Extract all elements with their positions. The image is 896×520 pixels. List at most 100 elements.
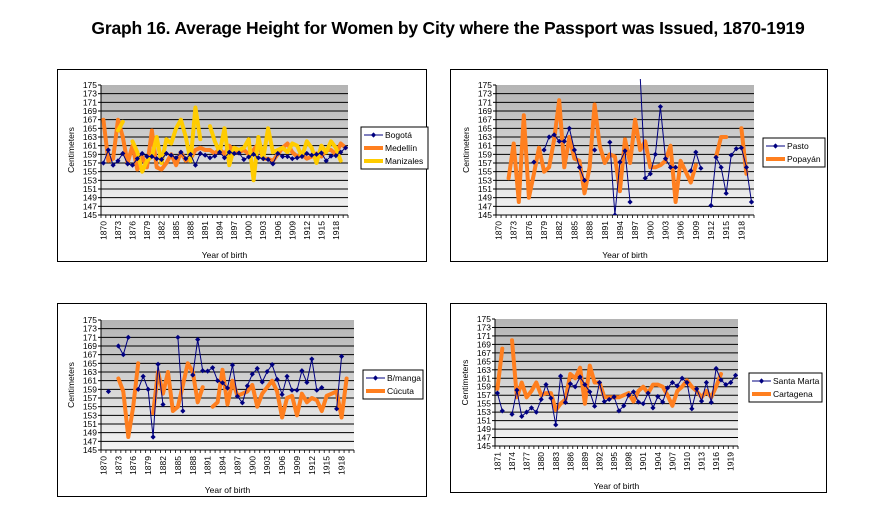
x-tick-label: 1882 [158, 456, 168, 475]
legend-label-santa-marta: Santa Marta [773, 376, 820, 386]
x-tick-label: 1909 [691, 221, 701, 240]
y-tick-label: 159 [83, 149, 97, 159]
data-point [728, 379, 734, 386]
data-point [338, 149, 344, 155]
data-point [546, 134, 552, 140]
series-line-popay-n [506, 98, 698, 204]
data-point [592, 147, 598, 153]
y-tick-label: 161 [83, 141, 97, 151]
x-tick-label: 1885 [569, 221, 579, 240]
y-tick-label: 155 [83, 167, 97, 177]
y-tick-label: 145 [83, 210, 97, 220]
data-point [627, 199, 633, 205]
y-tick-label: 169 [83, 341, 97, 351]
data-point [576, 164, 583, 170]
x-tick-label: 1889 [580, 452, 590, 471]
data-point [667, 164, 674, 170]
y-tick-label: 159 [83, 384, 97, 394]
y-tick-label: 149 [83, 193, 97, 203]
y-tick-label: 173 [83, 324, 97, 334]
plot-area [101, 320, 354, 450]
data-point [139, 150, 145, 157]
data-point [523, 409, 530, 415]
x-tick-label: 1906 [273, 221, 283, 240]
chart-svg-1: 1451471491511531551571591611631651671691… [461, 79, 826, 260]
x-tick-label: 1906 [676, 221, 686, 240]
data-point [129, 162, 136, 168]
x-tick-label: 1912 [307, 456, 317, 475]
x-tick-label: 1901 [638, 452, 648, 471]
series-line-b-manga [336, 355, 343, 410]
x-tick-label: 1904 [653, 452, 663, 471]
data-point [180, 408, 186, 414]
data-point [708, 202, 714, 209]
data-point [679, 375, 685, 381]
y-tick-label: 161 [477, 373, 491, 383]
y-tick-label: 157 [478, 158, 492, 168]
x-tick-label: 1885 [171, 221, 181, 240]
data-point [105, 388, 112, 395]
data-point [495, 390, 501, 396]
data-point [738, 145, 744, 151]
data-point [732, 372, 738, 378]
y-tick-label: 155 [478, 167, 492, 177]
data-point [150, 434, 156, 440]
y-tick-label: 173 [477, 322, 491, 332]
y-tick-label: 161 [478, 141, 492, 151]
x-tick-label: 1907 [667, 452, 677, 471]
y-tick-label: 153 [477, 407, 491, 417]
data-point [733, 146, 739, 152]
x-tick-label: 1894 [215, 221, 225, 240]
y-tick-label: 151 [83, 419, 97, 429]
data-point [514, 387, 520, 393]
x-tick-label: 1870 [98, 221, 108, 240]
data-point [323, 158, 329, 164]
data-point [723, 382, 729, 388]
data-point [318, 150, 324, 156]
y-tick-label: 173 [478, 89, 492, 99]
data-point [642, 175, 648, 181]
x-tick-label: 1880 [536, 452, 546, 471]
y-tick-label: 159 [477, 382, 491, 392]
x-tick-label: 1891 [200, 221, 210, 240]
y-tick-label: 169 [83, 106, 97, 116]
legend-label-b-manga: B/manga [387, 373, 421, 383]
y-tick-label: 171 [478, 97, 492, 107]
data-point [313, 151, 320, 157]
data-point [101, 160, 107, 166]
data-point [231, 150, 237, 157]
series-line-cartagena [495, 346, 505, 391]
data-point [197, 150, 203, 157]
x-tick-label: 1903 [262, 456, 272, 475]
series-c-cuta [116, 361, 349, 439]
series-line-santa-marta [496, 392, 503, 412]
data-point [207, 155, 213, 161]
y-tick-label: 165 [83, 358, 97, 368]
y-tick-label: 175 [83, 315, 97, 325]
legend-marker-bogot- [370, 132, 377, 138]
data-point [178, 149, 184, 155]
x-tick-label: 1918 [331, 221, 341, 240]
data-point [115, 343, 121, 349]
data-point [662, 156, 669, 162]
data-point [241, 156, 247, 163]
data-point [713, 154, 719, 160]
legend-box [748, 372, 823, 403]
data-point [187, 151, 194, 157]
chart-panel-pasto-popayan: 145 147 149 151 153 155 157 159 161 163 165 167 169 1… [450, 69, 828, 262]
x-tick-label: 1897 [229, 221, 239, 240]
data-point [149, 153, 155, 160]
x-tick-label: 1895 [609, 452, 619, 471]
data-point [255, 155, 262, 161]
x-tick-label: 1886 [565, 452, 575, 471]
chart-panel-bmanga-cucuta: 145 147 149 151 153 155 157 159 161 163 165 167 169 1… [57, 303, 427, 497]
y-tick-label: 157 [477, 390, 491, 400]
data-point [743, 164, 750, 170]
y-tick-label: 155 [83, 402, 97, 412]
series-line-manizales [116, 119, 125, 133]
data-point [674, 383, 680, 389]
y-tick-label: 149 [83, 428, 97, 438]
data-point [718, 164, 724, 170]
x-tick-label: 1894 [218, 456, 228, 475]
legend-label-manizales: Manizales [385, 156, 423, 166]
